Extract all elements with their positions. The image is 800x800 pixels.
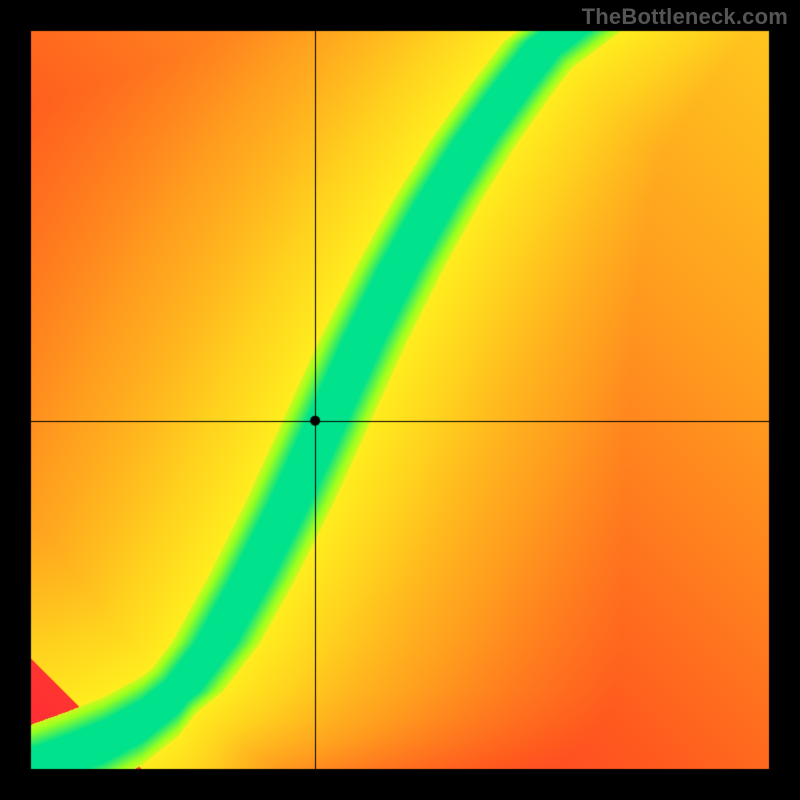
heatmap-canvas	[0, 0, 800, 800]
watermark-text: TheBottleneck.com	[582, 4, 788, 30]
chart-container: TheBottleneck.com	[0, 0, 800, 800]
